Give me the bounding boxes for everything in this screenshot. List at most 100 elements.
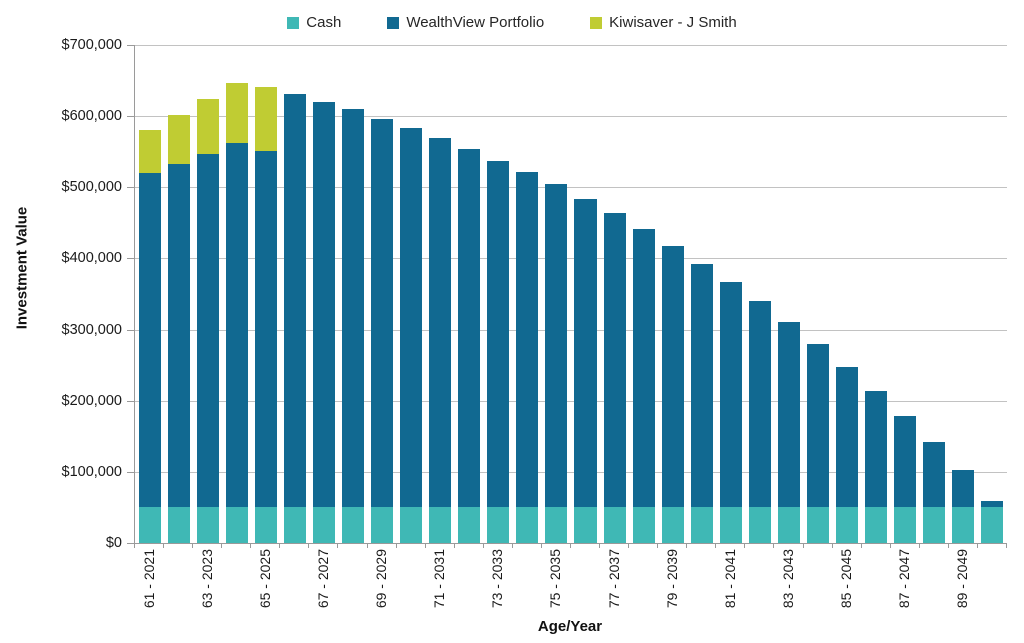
bar-segment-wealthview-portfolio bbox=[865, 390, 888, 508]
gridline bbox=[135, 471, 1007, 473]
bar-segment-wealthview-portfolio bbox=[981, 501, 1004, 508]
bar-segment-cash bbox=[283, 507, 306, 543]
y-axis-tick-label: $600,000 bbox=[61, 108, 122, 125]
bar-segment-wealthview-portfolio bbox=[167, 163, 190, 508]
x-axis-tick-label: 85 - 2045 bbox=[838, 549, 855, 609]
y-axis-tick-label: $700,000 bbox=[61, 37, 122, 53]
x-axis-tick bbox=[482, 544, 484, 548]
x-axis-tick bbox=[657, 544, 659, 548]
x-axis-tick bbox=[279, 544, 281, 548]
bar-segment-cash bbox=[719, 507, 742, 543]
bar-segment-wealthview-portfolio bbox=[836, 366, 859, 508]
x-axis-tick-label: 61 - 2021 bbox=[140, 549, 157, 609]
bar-segment-wealthview-portfolio bbox=[138, 173, 161, 508]
bar-segment-cash bbox=[254, 507, 277, 543]
gridline bbox=[135, 45, 1007, 46]
gridline bbox=[135, 329, 1007, 331]
y-axis-tick bbox=[127, 400, 134, 402]
x-axis-tick bbox=[540, 544, 542, 548]
bar-segment-wealthview-portfolio bbox=[458, 148, 481, 508]
bar-segment-cash bbox=[952, 507, 975, 543]
x-axis-tick bbox=[511, 544, 513, 548]
x-axis-tick bbox=[947, 544, 949, 548]
bar-group bbox=[222, 45, 251, 543]
bar-group bbox=[251, 45, 280, 543]
x-axis-tick-label: 77 - 2037 bbox=[605, 549, 622, 609]
bar-segment-wealthview-portfolio bbox=[196, 153, 219, 508]
bar-group bbox=[164, 45, 193, 543]
bar-group bbox=[862, 45, 891, 543]
bar-group bbox=[687, 45, 716, 543]
bar-segment-cash bbox=[196, 507, 219, 543]
y-axis-tick bbox=[127, 187, 134, 189]
y-axis-tick-label: $0 bbox=[105, 535, 122, 551]
x-axis-tick-label: 87 - 2047 bbox=[896, 549, 913, 609]
bar-segment-cash bbox=[865, 507, 888, 543]
x-axis-tick bbox=[831, 544, 833, 548]
bar-segment-cash bbox=[632, 507, 655, 543]
bar-group bbox=[193, 45, 222, 543]
bar-segment-wealthview-portfolio bbox=[341, 109, 364, 508]
bar-segment-kiwisaver-j-smith bbox=[138, 129, 161, 174]
x-axis-tick-label: 75 - 2035 bbox=[547, 549, 564, 609]
bar-segment-wealthview-portfolio bbox=[487, 160, 510, 508]
legend-item-wealthview-portfolio: WealthView Portfolio bbox=[387, 14, 544, 31]
bar-segment-wealthview-portfolio bbox=[748, 301, 771, 508]
bar-segment-cash bbox=[371, 507, 394, 543]
bar-group bbox=[426, 45, 455, 543]
bar-segment-wealthview-portfolio bbox=[312, 101, 335, 508]
x-axis-tick bbox=[715, 544, 717, 548]
x-axis-tick bbox=[337, 544, 339, 548]
x-axis-tick bbox=[686, 544, 688, 548]
legend-swatch-icon bbox=[590, 16, 603, 29]
x-axis-tick bbox=[366, 544, 368, 548]
bar-segment-cash bbox=[661, 507, 684, 543]
y-axis-tick bbox=[127, 258, 134, 260]
bar-segment-wealthview-portfolio bbox=[690, 264, 713, 508]
plot-area bbox=[134, 45, 1007, 544]
y-axis-tick-label: $300,000 bbox=[61, 321, 122, 338]
y-axis-tick bbox=[127, 116, 134, 118]
x-axis-tick bbox=[628, 544, 630, 548]
x-axis-tick bbox=[976, 544, 978, 548]
bar-group bbox=[949, 45, 978, 543]
legend-label: WealthView Portfolio bbox=[406, 14, 545, 31]
bar-segment-wealthview-portfolio bbox=[894, 416, 917, 508]
x-axis-tick-label: 81 - 2041 bbox=[721, 549, 738, 609]
legend-swatch-icon bbox=[387, 16, 400, 29]
gridline bbox=[135, 258, 1007, 260]
y-axis-tick bbox=[127, 329, 134, 331]
bar-segment-wealthview-portfolio bbox=[574, 199, 597, 508]
bar-group bbox=[833, 45, 862, 543]
bar-segment-cash bbox=[487, 507, 510, 543]
bar-segment-wealthview-portfolio bbox=[777, 321, 800, 508]
x-axis-tick-label: 71 - 2031 bbox=[431, 549, 448, 609]
bar-segment-kiwisaver-j-smith bbox=[196, 99, 219, 154]
bar-group bbox=[745, 45, 774, 543]
x-axis-tick-label: 65 - 2025 bbox=[256, 549, 273, 609]
x-axis-tick bbox=[453, 544, 455, 548]
x-axis-tick bbox=[889, 544, 891, 548]
bar-group bbox=[484, 45, 513, 543]
bar-group bbox=[920, 45, 949, 543]
gridline bbox=[135, 187, 1007, 189]
bar-segment-cash bbox=[312, 507, 335, 543]
bar-segment-wealthview-portfolio bbox=[632, 229, 655, 508]
bar-group bbox=[338, 45, 367, 543]
bar-segment-cash bbox=[981, 507, 1004, 543]
bar-group bbox=[600, 45, 629, 543]
bar-group bbox=[368, 45, 397, 543]
bar-group bbox=[803, 45, 832, 543]
x-axis-tick bbox=[744, 544, 746, 548]
bar-group bbox=[309, 45, 338, 543]
x-axis-tick bbox=[773, 544, 775, 548]
bar-segment-cash bbox=[400, 507, 423, 543]
x-axis-tick bbox=[860, 544, 862, 548]
bar-group bbox=[571, 45, 600, 543]
x-axis-tick-label: 89 - 2049 bbox=[954, 549, 971, 609]
bar-segment-wealthview-portfolio bbox=[923, 442, 946, 508]
bar-segment-wealthview-portfolio bbox=[254, 151, 277, 508]
x-axis-tick bbox=[424, 544, 426, 548]
x-axis-tick bbox=[570, 544, 571, 548]
x-axis-tick bbox=[192, 544, 194, 548]
